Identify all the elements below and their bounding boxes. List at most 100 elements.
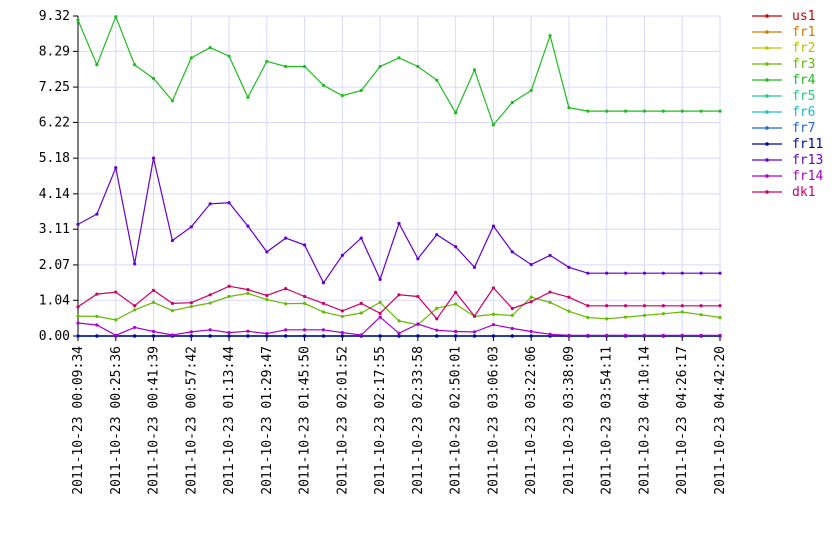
data-point-fr11 [189,334,193,338]
data-point-fr14 [510,326,514,331]
data-point-fr13 [605,271,609,275]
data-point-fr13 [680,271,684,275]
data-point-fr14 [623,333,628,337]
legend-marker [765,142,769,146]
data-point-fr14 [567,333,571,337]
data-point-fr14 [416,322,420,326]
data-point-fr3 [284,302,288,306]
legend-marker [765,78,769,82]
data-point-fr3 [95,314,99,319]
data-point-fr13 [491,224,496,228]
legend-label: fr7 [792,121,815,136]
data-point-fr3 [265,298,269,302]
legend-marker [765,190,769,194]
series-fr11 [76,334,722,338]
data-point-fr13 [151,156,156,160]
data-point-fr11 [284,334,288,338]
data-point-fr14 [227,330,231,335]
data-point-dk1 [133,304,137,308]
y-tick-label: 0.00 [39,329,70,344]
data-point-fr13 [567,265,571,269]
data-point-fr11 [340,334,344,338]
data-point-fr13 [661,271,665,275]
data-point-dk1 [321,301,326,305]
data-point-dk1 [76,305,80,309]
data-point-dk1 [623,304,628,308]
legend-marker [765,14,769,18]
data-point-dk1 [189,301,193,305]
y-tick-label: 4.14 [39,187,70,202]
data-point-dk1 [699,304,703,308]
data-point-fr4 [359,88,363,93]
x-tick-label: 2011-10-23 04:10:14 [637,346,652,495]
x-tick-label: 2011-10-23 00:25:36 [109,346,124,495]
legend-label: fr6 [792,105,815,120]
data-point-fr4 [133,63,137,67]
data-point-fr3 [302,301,307,305]
legend-label: fr13 [792,153,823,168]
data-point-fr11 [265,334,269,338]
data-point-fr14 [208,328,212,332]
data-point-fr14 [95,323,99,327]
series-dk1 [76,284,722,321]
x-tick-label: 2011-10-23 03:38:09 [562,346,577,495]
data-point-fr13 [302,243,307,247]
data-point-fr4 [472,68,477,72]
data-point-fr14 [340,330,344,335]
legend-marker [765,46,769,50]
data-point-fr4 [378,64,382,69]
data-point-fr11 [76,334,80,338]
legend-marker [765,158,769,162]
data-point-fr3 [548,300,552,304]
grid-lines [77,15,721,337]
y-axis: 0.00 1.04 2.07 3.11 4.14 5.18 6.22 7.25 8.29 9.32 [39,9,79,344]
data-point-fr13 [378,277,382,281]
y-tick-label: 5.18 [39,151,70,166]
data-point-fr14 [321,328,326,332]
x-tick-label: 2011-10-23 03:06:03 [486,346,501,495]
data-point-dk1 [359,301,363,305]
data-point-dk1 [454,290,458,294]
series-line-fr4 [77,15,720,126]
data-point-dk1 [284,287,288,291]
data-point-fr3 [605,317,609,321]
data-point-fr3 [189,304,193,309]
legend-item-fr11: fr11 [752,137,823,152]
data-point-fr4 [510,100,514,105]
data-point-fr14 [189,330,193,334]
y-tick-label: 8.29 [39,44,70,59]
legend-marker [765,174,769,178]
data-point-fr13 [227,201,231,205]
data-point-dk1 [397,293,401,297]
data-point-fr13 [284,236,288,240]
data-point-fr14 [76,321,80,325]
data-point-fr3 [170,308,175,313]
data-point-fr3 [510,313,514,317]
data-point-fr14 [491,323,496,327]
data-point-fr4 [114,15,118,19]
legend-item-us1: us1 [752,9,815,24]
data-point-fr11 [454,334,458,338]
legend-marker [765,94,769,98]
data-point-fr13 [529,262,533,267]
data-point-fr4 [642,109,647,113]
data-point-fr14 [397,331,401,335]
data-point-fr13 [586,271,590,275]
x-tick-label: 2011-10-23 03:22:06 [524,346,539,495]
data-point-fr11 [227,334,231,338]
data-point-fr4 [454,111,458,115]
legend-label: fr1 [792,25,815,40]
legend-label: us1 [792,9,815,24]
data-point-fr3 [378,300,382,304]
data-point-fr14 [302,328,307,332]
data-point-fr13 [359,236,363,240]
y-tick-label: 6.22 [39,115,70,130]
data-point-fr4 [397,56,401,60]
data-point-fr4 [435,78,439,82]
data-point-fr13 [397,221,401,225]
data-point-fr14 [661,333,665,337]
data-point-fr3 [114,318,118,322]
data-point-fr3 [718,315,722,320]
x-tick-label: 2011-10-23 00:41:39 [147,346,162,495]
data-point-fr13 [435,233,439,237]
